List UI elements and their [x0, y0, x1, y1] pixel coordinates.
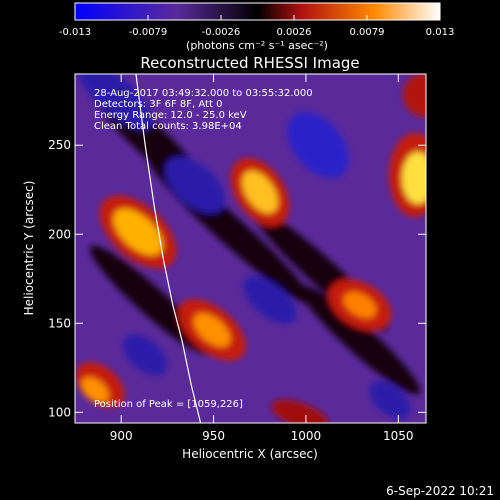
heatmap-positive-lobe — [113, 208, 163, 256]
colorbar-units: (photons cm⁻² s⁻¹ asec⁻²) — [186, 39, 328, 52]
colorbar-tick-label: -0.0079 — [129, 27, 168, 38]
colorbar — [74, 2, 441, 21]
heatmap-negative-lobe — [165, 156, 225, 214]
y-axis: 100 150 200 250 — [48, 138, 426, 419]
x-tick-label: 900 — [110, 429, 133, 443]
y-tick-label: 200 — [48, 227, 71, 241]
heatmap-positive-lobe — [81, 377, 109, 403]
figure-svg: -0.013 -0.0079 -0.0026 0.0026 0.0079 0.013 (p… — [22, 2, 454, 461]
heatmap — [75, 74, 426, 423]
annotation-line: Clean Total counts: 3.98E+04 — [94, 121, 242, 132]
x-axis-label: Heliocentric X (arcsec) — [182, 447, 318, 461]
heatmap-negative-lobe — [77, 74, 153, 130]
colorbar-ticks: -0.013 -0.0079 -0.0026 0.0026 0.0079 0.013 — [59, 15, 454, 38]
x-axis: 900 950 1000 1050 — [110, 74, 414, 443]
peak-annotation: Position of Peak = [1059,226] — [94, 399, 243, 410]
heatmap-positive-lobe — [402, 152, 426, 204]
y-tick-label: 150 — [48, 316, 71, 330]
annotation-block: 28-Aug-2017 03:49:32.000 to 03:55:32.000… — [94, 88, 313, 132]
x-tick-label: 1050 — [383, 429, 414, 443]
heatmap-negative-lobe — [287, 112, 349, 178]
colorbar-tick-label: 0.0079 — [350, 27, 385, 38]
y-tick-label: 250 — [48, 138, 71, 152]
heatmap-valley — [89, 245, 211, 355]
heatmap-negative-lobe — [369, 381, 411, 419]
plot-frame — [74, 73, 427, 424]
heatmap-valley — [299, 285, 421, 395]
heatmap-positive-lobe — [403, 74, 426, 117]
annotation-line: 28-Aug-2017 03:49:32.000 to 03:55:32.000 — [94, 88, 313, 99]
y-axis-label: Heliocentric Y (arcsec) — [22, 181, 36, 316]
timestamp: 6-Sep-2022 10:21 — [386, 484, 494, 498]
heatmap-negative-lobe — [243, 276, 297, 324]
colorbar-tick-label: -0.013 — [59, 27, 91, 38]
colorbar-tick-label: -0.0026 — [202, 27, 241, 38]
colorbar-tick-label: 0.0026 — [277, 27, 312, 38]
x-tick-label: 950 — [202, 429, 225, 443]
heatmap-positive-lobe — [242, 170, 278, 214]
x-tick-label: 1000 — [291, 429, 322, 443]
annotation-line: Energy Range: 12.0 - 25.0 keV — [94, 110, 247, 121]
annotation-line: Detectors: 3F 6F 8F, Att 0 — [94, 99, 222, 110]
heatmap-positive-lobe — [343, 291, 377, 319]
heatmap-positive-lobe — [193, 313, 231, 347]
heatmap-negative-lobe — [122, 334, 168, 376]
chart-title: Reconstructed RHESSI Image — [140, 54, 359, 72]
colorbar-tick-label: 0.013 — [426, 27, 455, 38]
y-tick-label: 100 — [48, 405, 71, 419]
solar-limb-curve — [135, 74, 202, 423]
